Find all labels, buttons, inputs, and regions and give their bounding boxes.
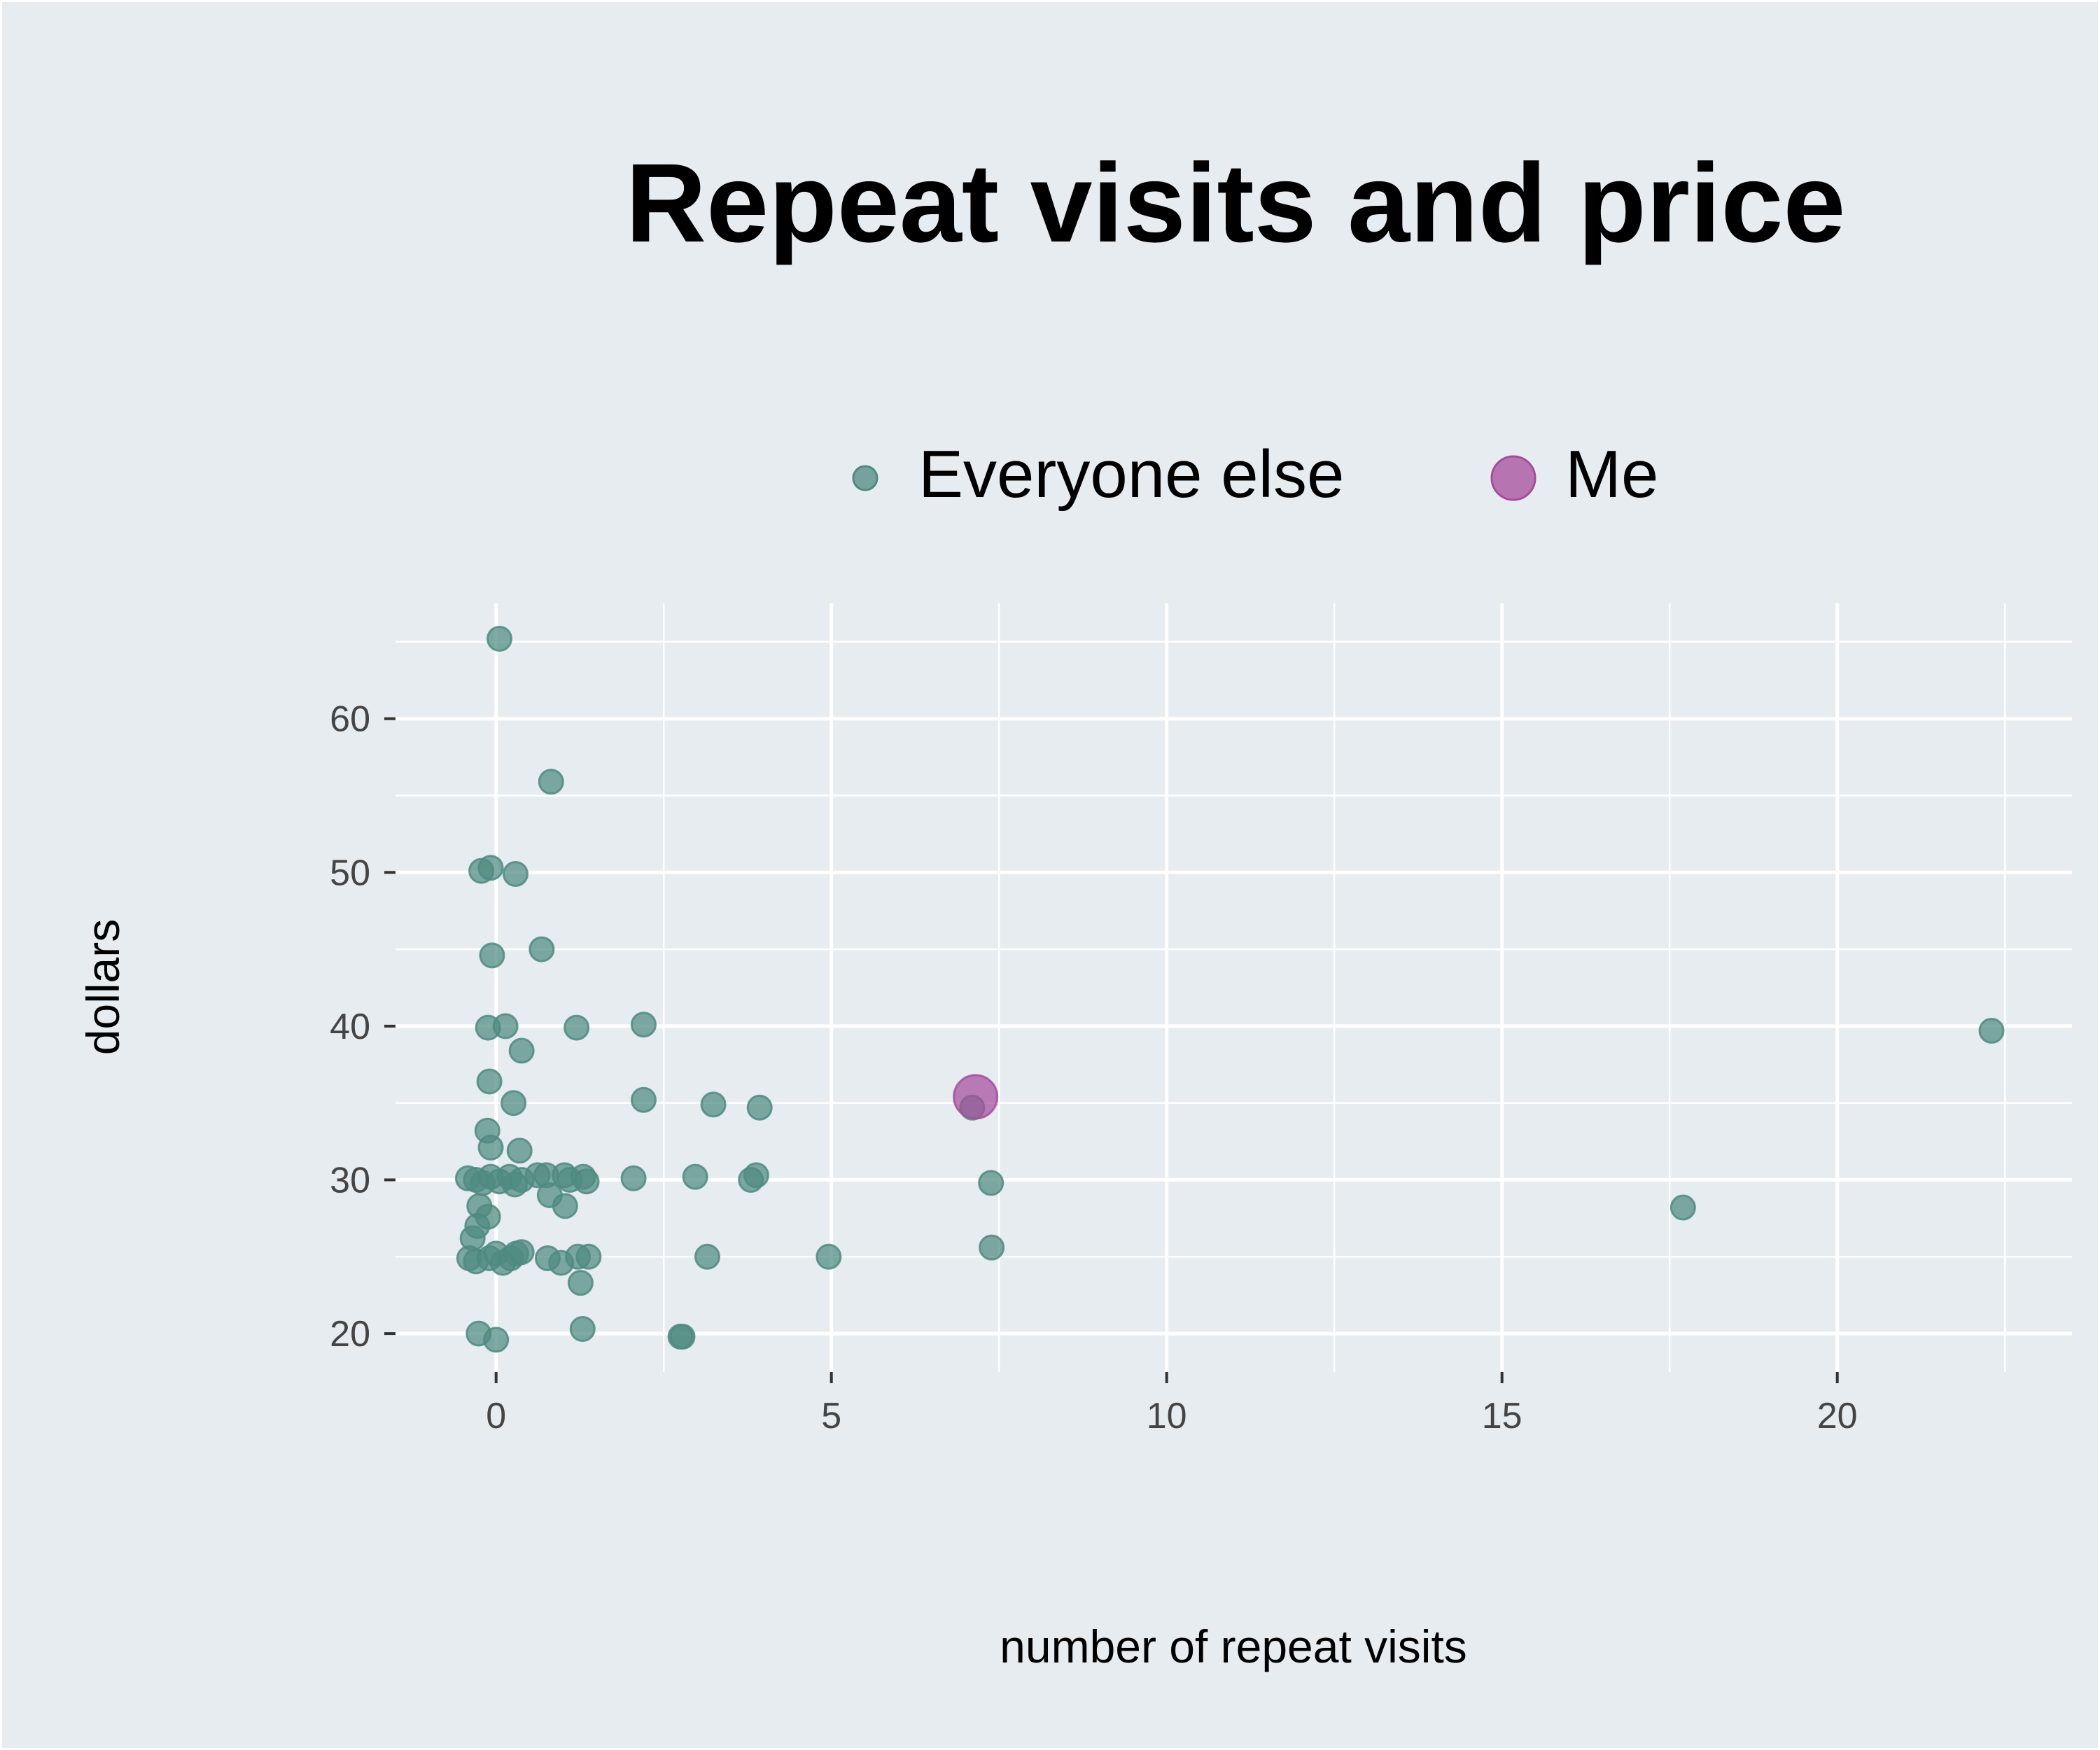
point-everyone-else	[477, 855, 504, 881]
x-tick-label: 5	[821, 1396, 841, 1436]
point-everyone-else	[528, 936, 555, 962]
point-everyone-else	[508, 1037, 535, 1064]
point-everyone-else	[1670, 1194, 1696, 1221]
point-everyone-else	[1978, 1017, 2005, 1044]
point-everyone-else	[477, 1134, 504, 1161]
point-everyone-else	[567, 1270, 594, 1296]
point-everyone-else	[500, 1090, 527, 1116]
x-tick-label: 10	[1147, 1396, 1187, 1436]
y-axis-title: dollars	[77, 919, 129, 1055]
x-axis-title: number of repeat visits	[1000, 1620, 1467, 1672]
point-everyone-else	[816, 1243, 842, 1270]
point-everyone-else	[743, 1162, 769, 1189]
plot-background	[396, 603, 2072, 1372]
point-everyone-else	[479, 942, 505, 969]
point-everyone-else	[700, 1091, 727, 1118]
point-everyone-else	[979, 1234, 1005, 1261]
point-everyone-else	[630, 1086, 657, 1113]
y-tick-label: 20	[330, 1314, 370, 1354]
point-everyone-else	[573, 1168, 600, 1195]
point-everyone-else	[575, 1243, 602, 1270]
point-everyone-else	[694, 1243, 720, 1270]
y-tick-label: 40	[330, 1007, 370, 1047]
point-everyone-else	[486, 626, 512, 652]
legend-key-me	[1490, 455, 1536, 501]
plot-panel: 0 5 10 15 20 20 30 40 50 60	[330, 603, 2072, 1436]
point-everyone-else	[669, 1323, 696, 1350]
axes: 0 5 10 15 20 20 30 40 50 60	[330, 699, 1857, 1436]
x-tick-label: 0	[486, 1396, 506, 1436]
point-everyone-else	[630, 1011, 657, 1038]
y-tick-label: 60	[330, 699, 370, 740]
point-everyone-else	[502, 860, 528, 887]
point-everyone-else	[538, 769, 564, 795]
legend-label-everyone-else: Everyone else	[918, 437, 1344, 512]
point-everyone-else	[978, 1170, 1004, 1196]
point-me	[953, 1074, 999, 1120]
point-everyone-else	[564, 1014, 590, 1041]
x-tick-label: 15	[1482, 1396, 1522, 1436]
y-tick-label: 30	[330, 1161, 370, 1201]
point-everyone-else	[682, 1163, 708, 1190]
y-tick-label: 50	[330, 853, 370, 893]
x-tick-label: 20	[1817, 1396, 1858, 1436]
data-points	[454, 626, 2005, 1353]
legend: Everyone else Me	[852, 437, 1658, 512]
point-everyone-else	[569, 1316, 596, 1343]
point-everyone-else	[492, 1013, 519, 1040]
legend-key-everyone-else	[852, 465, 878, 491]
point-everyone-else	[620, 1165, 647, 1191]
point-everyone-else	[483, 1326, 510, 1353]
point-everyone-else	[506, 1138, 533, 1164]
point-everyone-else	[552, 1193, 578, 1219]
point-everyone-else	[508, 1239, 535, 1266]
point-everyone-else	[746, 1094, 773, 1121]
legend-label-me: Me	[1565, 437, 1658, 512]
point-everyone-else	[476, 1068, 503, 1095]
chart-title: Repeat visits and price	[626, 140, 1846, 265]
